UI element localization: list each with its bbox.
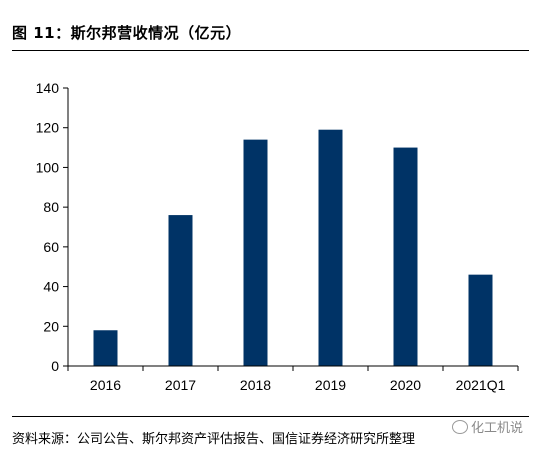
x-tick-label: 2020 [390, 377, 421, 393]
x-tick-label: 2019 [315, 377, 346, 393]
y-tick-label: 20 [43, 318, 59, 334]
title-rule [12, 50, 529, 51]
y-tick-label: 60 [43, 239, 59, 255]
x-tick-label: 2021Q1 [456, 377, 506, 393]
y-axis-ticks: 0 20 40 60 80 100 120 140 [36, 80, 68, 374]
y-tick-label: 140 [36, 80, 60, 96]
y-tick-label: 0 [51, 358, 59, 374]
bar-2019 [318, 129, 343, 366]
bars [93, 129, 493, 366]
bar-2018 [243, 139, 268, 366]
source-note: 资料来源：公司公告、斯尔邦资产评估报告、国信证券经济研究所整理 [12, 432, 416, 447]
y-tick-label: 120 [36, 120, 60, 136]
wechat-icon [451, 420, 468, 434]
y-tick-label: 40 [43, 279, 59, 295]
bar-2016 [93, 330, 118, 366]
watermark: 化工机说 [451, 417, 523, 436]
y-tick-label: 100 [36, 159, 60, 175]
x-tick-label: 2018 [240, 377, 271, 393]
bar-2017 [168, 215, 193, 366]
x-tick-label: 2016 [90, 377, 121, 393]
chart-title: 图 11：斯尔邦营收情况（亿元） [12, 24, 242, 42]
bar-2021q1 [468, 274, 493, 366]
y-tick-label: 80 [43, 199, 59, 215]
bar-2020 [393, 147, 418, 366]
x-tick-label: 2017 [165, 377, 196, 393]
source-rule [12, 416, 529, 417]
x-axis-labels: 2016 2017 2018 2019 2020 2021Q1 [67, 366, 519, 393]
watermark-text: 化工机说 [470, 421, 523, 436]
